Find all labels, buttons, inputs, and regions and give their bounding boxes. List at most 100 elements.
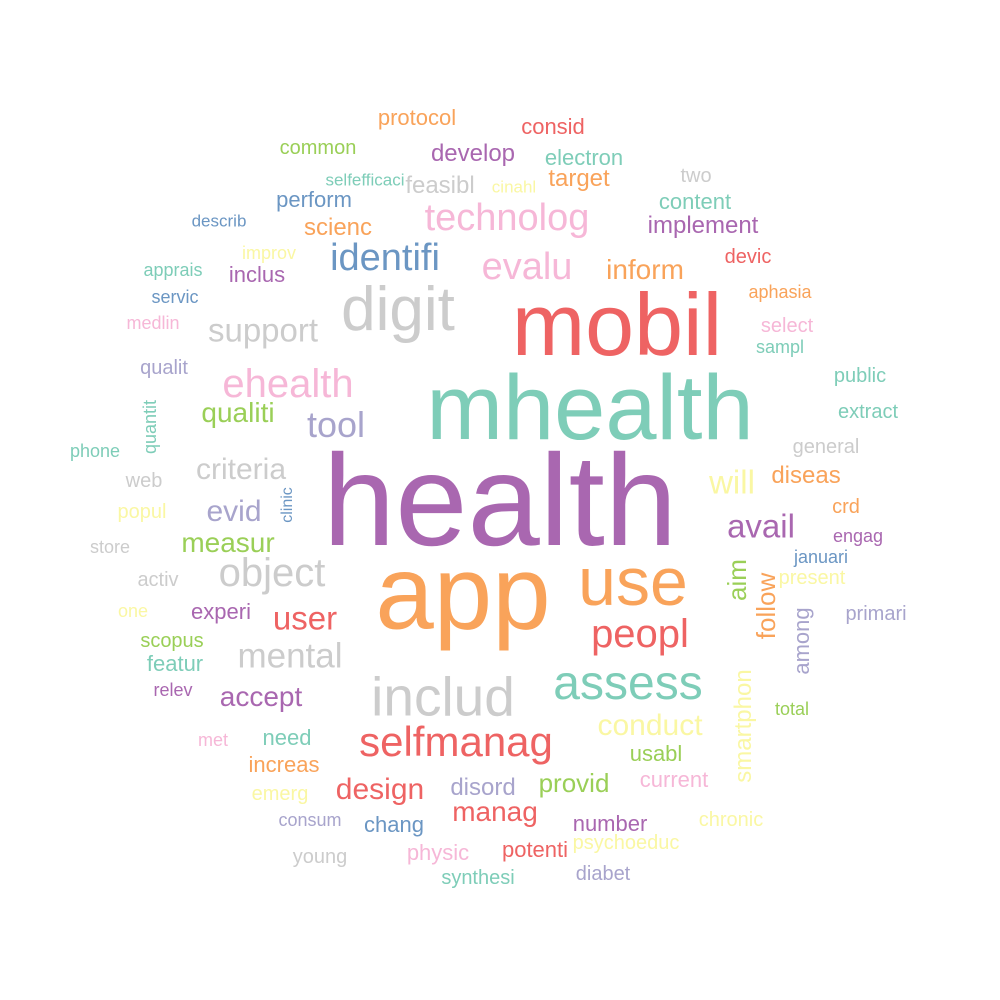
cloud-word: among: [789, 607, 814, 675]
cloud-word: support: [207, 311, 319, 349]
cloud-word: increas: [248, 752, 320, 777]
cloud-word: total: [774, 699, 810, 719]
cloud-word: medlin: [126, 313, 180, 333]
cloud-word: follow: [751, 572, 781, 640]
cloud-word: servic: [151, 287, 199, 307]
cloud-word: evid: [206, 495, 262, 528]
cloud-word: peopl: [591, 612, 689, 656]
cloud-word: scopus: [140, 630, 204, 652]
cloud-word: psychoeduc: [572, 832, 680, 854]
cloud-word: app: [375, 534, 551, 652]
cloud-word: common: [279, 137, 357, 159]
cloud-word: engag: [832, 526, 884, 546]
cloud-word: mhealth: [426, 357, 754, 459]
cloud-word: provid: [538, 768, 610, 798]
cloud-word: apprais: [143, 260, 203, 280]
cloud-word: protocol: [377, 105, 457, 130]
cloud-word: one: [117, 601, 149, 621]
cloud-word: smartphon: [730, 669, 757, 783]
cloud-word: diabet: [575, 863, 631, 885]
cloud-word: evalu: [481, 246, 573, 288]
cloud-word: disord: [450, 774, 516, 801]
cloud-word: cinahl: [491, 177, 537, 197]
cloud-word: mental: [237, 636, 343, 676]
cloud-word: technolog: [424, 197, 590, 239]
cloud-word: selfefficaci: [325, 170, 405, 190]
cloud-word: mobil: [511, 275, 723, 374]
cloud-word: object: [218, 551, 326, 595]
cloud-word: describ: [191, 211, 247, 231]
cloud-word: activ: [137, 569, 179, 591]
cloud-word: emerg: [251, 783, 309, 805]
cloud-word: usabl: [629, 741, 683, 766]
cloud-word: implement: [647, 212, 759, 239]
cloud-word: crd: [832, 496, 860, 518]
cloud-word: health: [322, 427, 678, 573]
cloud-word: digit: [341, 275, 455, 344]
cloud-word: web: [125, 470, 163, 492]
cloud-word: includ: [371, 665, 515, 728]
cloud-word: user: [272, 599, 338, 637]
cloud-word: improv: [241, 243, 297, 263]
cloud-word: chang: [364, 812, 424, 837]
cloud-word: chronic: [698, 809, 764, 831]
cloud-word: consid: [521, 114, 585, 139]
cloud-word: develop: [430, 140, 516, 167]
cloud-word: popul: [117, 501, 167, 523]
cloud-word: aim: [722, 559, 752, 601]
cloud-word: extract: [837, 401, 899, 423]
cloud-word: devic: [724, 246, 772, 268]
cloud-word: use: [578, 544, 688, 620]
cloud-word: perform: [276, 187, 352, 212]
cloud-word: manag: [452, 796, 538, 827]
cloud-word: tool: [306, 404, 366, 445]
cloud-word: design: [335, 773, 425, 806]
cloud-word: januari: [793, 547, 849, 567]
cloud-word: physic: [406, 840, 470, 865]
cloud-word: qualit: [140, 357, 188, 379]
cloud-word: phone: [69, 441, 121, 461]
cloud-word: feasibl: [405, 172, 475, 199]
cloud-word: store: [89, 537, 131, 557]
cloud-word: number: [572, 811, 648, 836]
cloud-word: avail: [727, 507, 795, 545]
cloud-word: inform: [606, 254, 684, 285]
cloud-word: assess: [553, 657, 703, 710]
cloud-word: inclus: [228, 262, 286, 287]
cloud-word: experi: [191, 599, 251, 624]
cloud-word: selfmanag: [359, 718, 553, 765]
cloud-word: clinic: [279, 487, 296, 523]
cloud-word: young: [292, 846, 348, 868]
cloud-word: consum: [278, 810, 342, 830]
cloud-word: potenti: [501, 837, 569, 862]
cloud-word: met: [197, 730, 229, 750]
cloud-word: featur: [146, 651, 204, 676]
cloud-word: general: [792, 436, 860, 458]
cloud-word: present: [778, 567, 846, 589]
cloud-word: electron: [544, 145, 624, 170]
cloud-word: synthesi: [441, 867, 515, 889]
cloud-word: select: [760, 315, 814, 337]
cloud-word: content: [658, 189, 732, 214]
cloud-word: scienc: [303, 214, 373, 241]
cloud-word: public: [833, 365, 887, 387]
cloud-word: conduct: [597, 709, 703, 742]
cloud-word: primari: [845, 603, 907, 625]
cloud-word: qualiti: [201, 397, 275, 428]
cloud-word: sampl: [755, 337, 805, 357]
cloud-word: two: [680, 165, 712, 187]
cloud-word: need: [262, 725, 312, 750]
cloud-word: accept: [219, 681, 303, 712]
cloud-word: quantit: [140, 399, 160, 455]
cloud-word: relev: [153, 680, 193, 700]
cloud-word: criteria: [195, 453, 287, 486]
cloud-word: ehealth: [222, 362, 354, 406]
cloud-word: current: [639, 767, 709, 792]
cloud-word: identifi: [330, 237, 440, 279]
cloud-word: diseas: [771, 462, 841, 489]
cloud-word: measur: [181, 527, 275, 558]
cloud-word: aphasia: [748, 282, 812, 302]
cloud-word: will: [709, 463, 755, 501]
cloud-word: target: [548, 165, 610, 192]
